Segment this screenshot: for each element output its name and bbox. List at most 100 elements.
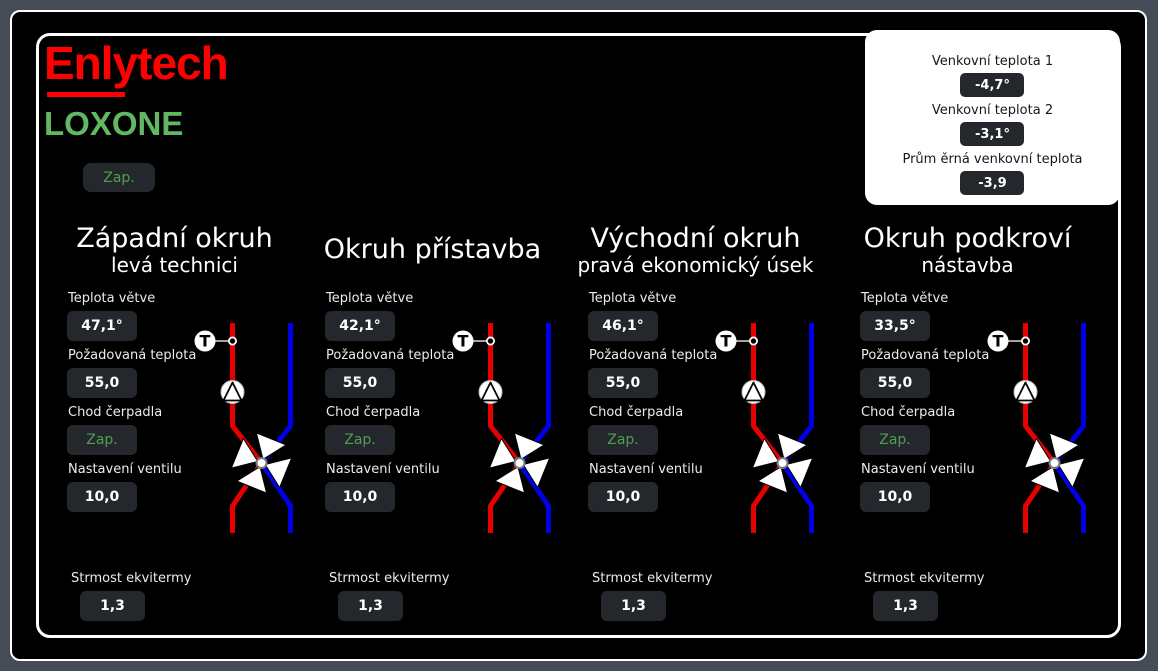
sensor-tap-dot bbox=[486, 336, 496, 346]
svg-text:T: T bbox=[200, 332, 211, 351]
svg-text:T: T bbox=[458, 332, 469, 351]
logo-underline bbox=[47, 92, 125, 97]
circuit-header: Okruh přístavba bbox=[315, 217, 550, 283]
pump-state-label: Chod čerpadla bbox=[861, 405, 956, 420]
pump-state-value[interactable]: Zap. bbox=[860, 425, 930, 455]
heating-curve-field: Strmost ekvitermy 1,3 bbox=[328, 571, 485, 621]
return-pipe-cold bbox=[780, 323, 814, 533]
svg-text:T: T bbox=[721, 332, 732, 351]
branch-temp-value[interactable]: 47,1° bbox=[67, 311, 137, 341]
heating-curve-label: Strmost ekvitermy bbox=[71, 571, 192, 586]
branch-temp-label: Teplota větve bbox=[68, 291, 156, 306]
valve-setting-label: Nastavení ventilu bbox=[68, 462, 182, 477]
heating-curve-label: Strmost ekvitermy bbox=[864, 571, 985, 586]
circuit-header: Západní okruh levá technici bbox=[57, 217, 292, 283]
circuit-subtitle: pravá ekonomický úsek bbox=[577, 253, 814, 278]
supply-pipe-hot bbox=[488, 323, 522, 533]
outdoor-temp-1-label: Venkovní teplota 1 bbox=[931, 54, 1054, 69]
target-temp-value[interactable]: 55,0 bbox=[67, 368, 137, 398]
pump-state-label: Chod čerpadla bbox=[326, 405, 421, 420]
target-temp-value[interactable]: 55,0 bbox=[325, 368, 395, 398]
supply-pipe-hot bbox=[751, 323, 785, 533]
target-temp-label: Požadovaná teplota bbox=[326, 348, 455, 363]
circuit-okruh-podkrovi: Okruh podkroví nástavba Teplota větve 33… bbox=[850, 215, 1108, 635]
circuit-pipe-diagram: T bbox=[987, 323, 1086, 533]
heating-curve-label: Strmost ekvitermy bbox=[592, 571, 713, 586]
mixing-valve-icon bbox=[1023, 432, 1086, 494]
outdoor-temp-2-label: Venkovní teplota 2 bbox=[931, 103, 1054, 118]
circuit-header: Východní okruh pravá ekonomický úsek bbox=[577, 217, 814, 283]
valve-setting-label: Nastavení ventilu bbox=[861, 462, 975, 477]
circuit-header: Okruh podkroví nástavba bbox=[850, 217, 1085, 283]
circuit-title: Okruh přístavba bbox=[323, 234, 542, 266]
heating-curve-value[interactable]: 1,3 bbox=[873, 591, 938, 621]
circuit-pipe-diagram: T bbox=[715, 323, 814, 533]
circuit-title: Západní okruh bbox=[76, 222, 273, 254]
pump-state-label: Chod čerpadla bbox=[589, 405, 684, 420]
outdoor-temp-2: Venkovní teplota 2 -3,1° bbox=[932, 103, 1053, 152]
circuit-pipe-diagram: T bbox=[452, 323, 551, 533]
circuit-subtitle: levá technici bbox=[111, 253, 238, 278]
heating-curve-value[interactable]: 1,3 bbox=[601, 591, 666, 621]
heating-curve-value[interactable]: 1,3 bbox=[338, 591, 403, 621]
heating-curve-field: Strmost ekvitermy 1,3 bbox=[70, 571, 227, 621]
supply-pipe-hot bbox=[230, 323, 264, 533]
sensor-tap-dot bbox=[749, 336, 759, 346]
target-temp-value[interactable]: 55,0 bbox=[588, 368, 658, 398]
heating-curve-field: Strmost ekvitermy 1,3 bbox=[863, 571, 1020, 621]
target-temp-value[interactable]: 55,0 bbox=[860, 368, 930, 398]
valve-setting-value[interactable]: 10,0 bbox=[588, 482, 658, 512]
heating-curve-value[interactable]: 1,3 bbox=[80, 591, 145, 621]
outdoor-temp-1: Venkovní teplota 1 -4,7° bbox=[932, 54, 1053, 103]
circuit-fields: Teplota větve 42,1° Požadovaná teplota 5… bbox=[325, 291, 485, 628]
supply-pipe-hot bbox=[1023, 323, 1057, 533]
circuit-okruh-pristavba: Okruh přístavba Teplota větve 42,1° Poža… bbox=[315, 215, 573, 635]
valve-setting-value[interactable]: 10,0 bbox=[67, 482, 137, 512]
valve-setting-value[interactable]: 10,0 bbox=[860, 482, 930, 512]
circuit-vychodni-okruh: Východní okruh pravá ekonomický úsek Tep… bbox=[577, 215, 836, 635]
branch-temp-label: Teplota větve bbox=[589, 291, 677, 306]
branch-temp-value[interactable]: 42,1° bbox=[325, 311, 395, 341]
valve-setting-value[interactable]: 10,0 bbox=[325, 482, 395, 512]
temperature-sensor-icon: T bbox=[194, 330, 238, 352]
loxone-brand: LOXONE bbox=[44, 105, 184, 142]
mixing-valve-icon bbox=[751, 432, 814, 494]
heating-curve-field: Strmost ekvitermy 1,3 bbox=[591, 571, 748, 621]
mixing-valve-icon bbox=[230, 432, 293, 494]
outdoor-temp-avg-label: Prům ěrná venkovní teplota bbox=[902, 152, 1083, 167]
pump-state-value[interactable]: Zap. bbox=[67, 425, 137, 455]
sensor-tap-dot bbox=[228, 336, 238, 346]
return-pipe-cold bbox=[1052, 323, 1086, 533]
circuit-fields: Teplota větve 33,5° Požadovaná teplota 5… bbox=[860, 291, 1020, 628]
outdoor-temp-2-value[interactable]: -3,1° bbox=[960, 122, 1025, 146]
pump-icon bbox=[741, 380, 766, 404]
branch-temp-value[interactable]: 33,5° bbox=[860, 311, 930, 341]
pump-state-value[interactable]: Zap. bbox=[325, 425, 395, 455]
pump-icon bbox=[220, 380, 245, 404]
target-temp-label: Požadovaná teplota bbox=[68, 348, 197, 363]
svg-text:T: T bbox=[993, 332, 1004, 351]
outdoor-temp-avg: Prům ěrná venkovní teplota -3,9 bbox=[902, 152, 1083, 201]
branch-temp-label: Teplota větve bbox=[326, 291, 414, 306]
circuit-title: Východní okruh bbox=[590, 222, 801, 254]
target-temp-label: Požadovaná teplota bbox=[589, 348, 718, 363]
system-on-button[interactable]: Zap. bbox=[83, 163, 155, 192]
temperature-sensor-icon: T bbox=[452, 330, 496, 352]
target-temp-label: Požadovaná teplota bbox=[861, 348, 990, 363]
branch-temp-value[interactable]: 46,1° bbox=[588, 311, 658, 341]
circuit-fields: Teplota větve 46,1° Požadovaná teplota 5… bbox=[588, 291, 748, 628]
outdoor-temp-avg-value[interactable]: -3,9 bbox=[960, 171, 1025, 195]
pump-state-value[interactable]: Zap. bbox=[588, 425, 658, 455]
circuit-fields: Teplota větve 47,1° Požadovaná teplota 5… bbox=[67, 291, 227, 628]
sensor-tap-dot bbox=[1021, 336, 1031, 346]
circuit-zapadni-okruh: Západní okruh levá technici Teplota větv… bbox=[57, 215, 315, 635]
valve-setting-label: Nastavení ventilu bbox=[589, 462, 703, 477]
branch-temp-label: Teplota větve bbox=[861, 291, 949, 306]
pump-icon bbox=[1013, 380, 1038, 404]
pump-icon bbox=[478, 380, 503, 404]
circuit-subtitle: nástavba bbox=[921, 253, 1014, 278]
return-pipe-cold bbox=[259, 323, 293, 533]
heating-curve-label: Strmost ekvitermy bbox=[329, 571, 450, 586]
outdoor-temp-1-value[interactable]: -4,7° bbox=[960, 73, 1025, 97]
circuit-title: Okruh podkroví bbox=[863, 222, 1072, 254]
